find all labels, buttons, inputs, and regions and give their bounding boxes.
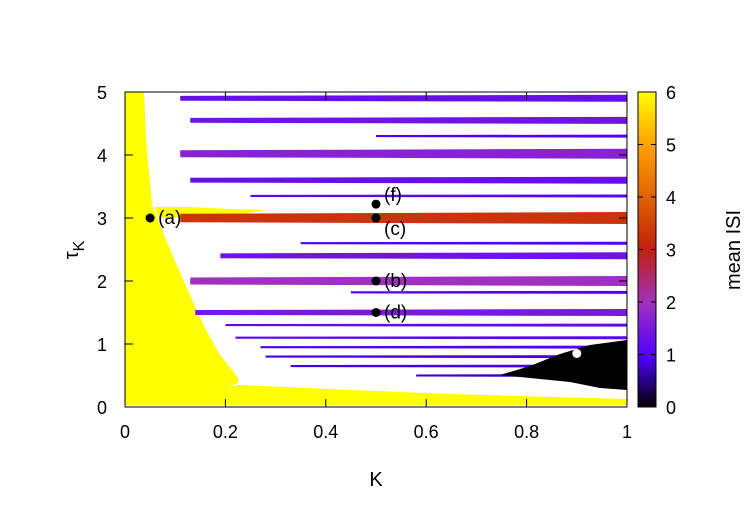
y-axis-label-sub: K (71, 240, 88, 251)
marked-points: (a) (f) (c) (b) (d) (e) (145, 185, 608, 364)
isi-stripe (180, 148, 627, 159)
isi-stripe (190, 276, 627, 286)
colorbar-tick-label: 0 (666, 398, 676, 418)
isi-stripe (265, 355, 627, 359)
black-region (500, 340, 627, 390)
isi-stripe (376, 134, 627, 138)
yellow-region-bottom (125, 385, 627, 405)
isi-stripe (250, 194, 627, 198)
colorbar-tick-label: 4 (666, 188, 676, 208)
point-label: (f) (384, 185, 402, 206)
colorbar-tick-label: 6 (666, 83, 676, 103)
y-tick-label: 0 (97, 398, 107, 418)
y-tick-label: 1 (97, 335, 107, 355)
isi-stripe (350, 290, 627, 294)
isi-stripe (180, 212, 627, 224)
point-label: (c) (384, 219, 406, 240)
axes: 0 0.2 0.4 0.6 0.8 1 0 1 2 3 4 5 (97, 83, 632, 442)
x-tick-label: 0.4 (313, 422, 338, 442)
point-marker (371, 308, 381, 317)
x-tick-label: 0 (120, 422, 130, 442)
colorbar-tick-label: 1 (666, 346, 676, 366)
isi-stripe (190, 176, 627, 184)
y-axis-label-main: τ (61, 251, 83, 259)
y-tick-label: 2 (97, 272, 107, 292)
isi-stripe (300, 241, 627, 245)
point-label: (e) (585, 343, 608, 364)
svg-text:τK: τK (61, 240, 88, 259)
isi-stripe (220, 252, 627, 260)
x-tick-label: 0.6 (414, 422, 439, 442)
y-tick-label: 3 (97, 209, 107, 229)
point-label: (d) (384, 303, 407, 324)
point-marker (371, 276, 381, 286)
isi-stripe (260, 345, 627, 349)
yellow-region-main (125, 92, 238, 396)
point-label: (a) (158, 208, 181, 229)
colorbar-tick-label: 3 (666, 241, 676, 261)
colorbar-tick-label: 2 (666, 293, 676, 313)
point-marker (371, 199, 381, 209)
plot-frame (124, 91, 628, 408)
colorbar-label: mean ISI (723, 210, 745, 290)
x-tick-label: 1 (622, 422, 632, 442)
point-marker (145, 213, 155, 223)
y-axis-label: τK (61, 240, 88, 259)
isi-stripe (180, 94, 627, 102)
colorbar-axis: 0 1 2 3 4 5 6 (638, 83, 676, 418)
y-tick-label: 4 (97, 146, 107, 166)
point-marker (572, 348, 582, 358)
x-axis-label: K (369, 469, 383, 491)
y-tick-label: 5 (97, 83, 107, 103)
isi-stripe (195, 309, 627, 316)
stripes (180, 94, 627, 377)
point-marker (371, 213, 381, 223)
isi-stripe (190, 116, 627, 124)
x-tick-label: 0.8 (514, 422, 539, 442)
point-label: (b) (384, 271, 407, 292)
isi-stripe (235, 336, 627, 340)
isi-stripe (225, 323, 627, 327)
colorbar-tick-label: 5 (666, 136, 676, 156)
x-tick-label: 0.2 (213, 422, 238, 442)
